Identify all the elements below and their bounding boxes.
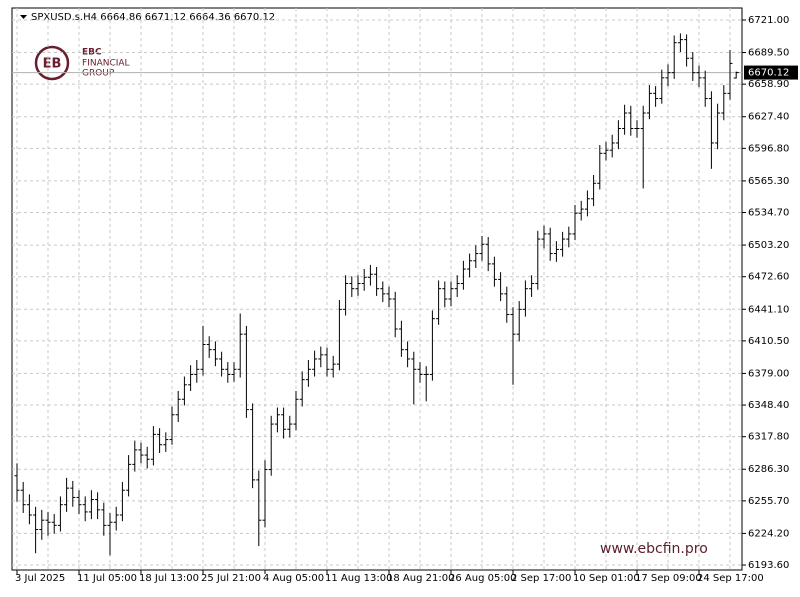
y-tick-label: 6441.10: [748, 304, 789, 315]
current-price-box: [744, 65, 798, 80]
y-tick-label: 6627.40: [748, 112, 789, 123]
y-tick-label: 6689.50: [748, 48, 789, 59]
y-tick-label: 6255.70: [748, 496, 789, 507]
y-tick-label: 6721.00: [748, 15, 789, 26]
y-tick-label: 6410.50: [748, 336, 789, 347]
x-tick-label: 3 Jul 2025: [15, 573, 65, 584]
y-tick-label: 6317.80: [748, 432, 789, 443]
logo: EB EBC FINANCIAL GROUP: [34, 45, 130, 81]
x-tick-label: 2 Sep 17:00: [511, 573, 571, 584]
y-tick-label: 6348.40: [748, 400, 789, 411]
x-tick-label: 11 Aug 13:00: [325, 573, 392, 584]
y-tick-label: 6596.80: [748, 143, 789, 154]
plot-frame: [11, 7, 743, 571]
x-tick-label: 17 Sep 09:00: [635, 573, 702, 584]
x-tick-label: 4 Aug 05:00: [263, 573, 324, 584]
y-tick-label: 6534.70: [748, 208, 789, 219]
x-tick-label: 10 Sep 01:00: [573, 573, 640, 584]
y-tick-label: 6224.20: [748, 528, 789, 539]
logo-line: FINANCIAL: [82, 59, 130, 69]
watermark: www.ebcfin.pro: [600, 541, 708, 557]
y-tick-label: 6503.20: [748, 240, 789, 251]
logo-line: GROUP: [82, 69, 115, 79]
y-tick-label: 6379.00: [748, 368, 789, 379]
y-tick-label: 6658.90: [748, 79, 789, 90]
menu-arrow[interactable]: [20, 15, 27, 19]
x-tick-label: 25 Jul 21:00: [201, 573, 261, 584]
y-tick-label: 6565.30: [748, 176, 789, 187]
x-tick-label: 18 Jul 13:00: [139, 573, 199, 584]
x-tick-label: 11 Jul 05:00: [77, 573, 137, 584]
logo-glyph: EB: [43, 57, 62, 72]
logo-ring: [34, 45, 70, 81]
current-price-label: 6670.12: [748, 68, 789, 79]
x-tick-label: 18 Aug 21:00: [387, 573, 454, 584]
x-tick-label: 24 Sep 17:00: [697, 573, 764, 584]
x-tick-label: 26 Aug 05:00: [449, 573, 516, 584]
y-tick-label: 6472.60: [748, 272, 789, 283]
chart-title: SPXUSD.s.H4 6664.86 6671.12 6664.36 6670…: [31, 12, 275, 23]
y-tick-label: 6193.60: [748, 560, 789, 571]
y-tick-label: 6286.30: [748, 464, 789, 475]
